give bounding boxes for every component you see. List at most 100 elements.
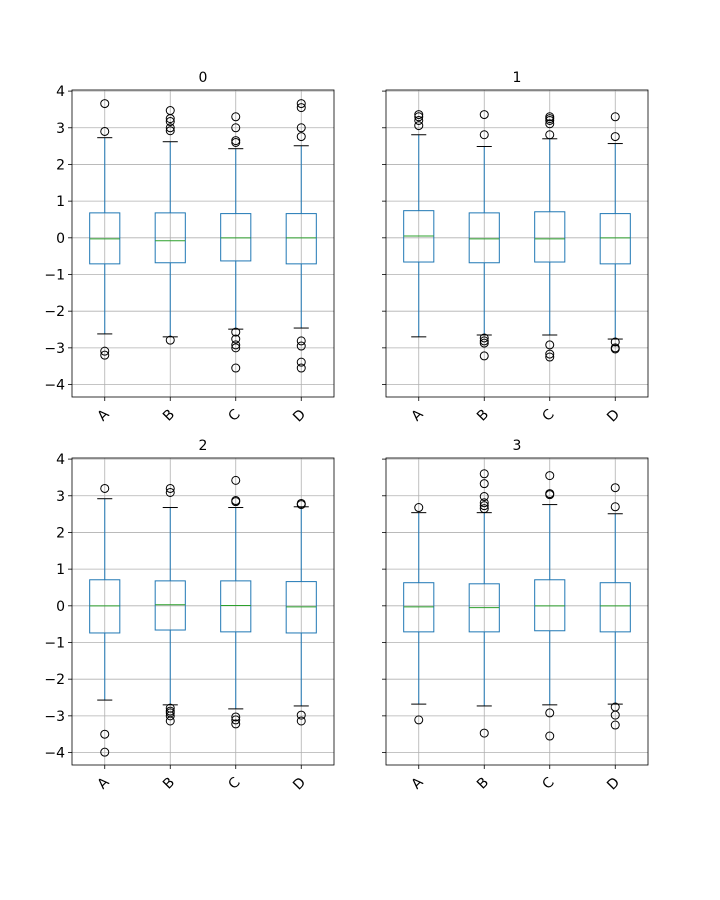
outlier-point	[545, 708, 555, 718]
outlier-point	[231, 340, 241, 350]
outlier-point	[296, 710, 306, 720]
outlier-point	[545, 115, 555, 125]
outlier-point	[610, 337, 620, 347]
x-tick-label: C	[539, 406, 557, 424]
outlier-point	[165, 123, 175, 133]
box-C	[534, 471, 566, 741]
outlier-point	[610, 112, 620, 122]
y-tick-label: −1	[44, 635, 65, 651]
outlier-point	[545, 119, 555, 129]
outlier-point	[296, 103, 306, 113]
y-tick-label: −2	[44, 672, 65, 688]
box-C	[220, 112, 252, 373]
y-tick-label: 2	[56, 525, 65, 541]
box-B	[468, 469, 500, 738]
iqr-box	[468, 212, 500, 264]
outlier-point	[296, 341, 306, 351]
subplot-title: 2	[199, 438, 208, 454]
outlier-point	[479, 504, 489, 514]
outlier-point	[231, 137, 241, 147]
outlier-point	[100, 350, 110, 360]
y-tick-label: 2	[56, 157, 65, 173]
x-tick-label: D	[604, 775, 623, 794]
axes-frame	[71, 89, 335, 398]
outlier-point	[479, 492, 489, 502]
y-tick-label: −4	[44, 746, 65, 762]
iqr-box	[220, 213, 252, 262]
outlier-point	[100, 729, 110, 739]
y-tick-label: 0	[56, 231, 65, 247]
subplot-title: 0	[199, 70, 208, 86]
x-tick-label: C	[225, 774, 243, 792]
outlier-point	[610, 710, 620, 720]
box-D	[285, 498, 317, 726]
y-tick-label: 4	[56, 452, 65, 468]
outlier-point	[100, 483, 110, 493]
y-tick-label: −4	[44, 378, 65, 394]
iqr-box	[534, 211, 566, 263]
outlier-point	[479, 130, 489, 140]
outlier-point	[545, 340, 555, 350]
y-tick-label: 0	[56, 599, 65, 615]
outlier-point	[165, 114, 175, 124]
outlier-point	[231, 123, 241, 133]
outlier-point	[479, 501, 489, 511]
outlier-point	[545, 490, 555, 500]
outlier-point	[296, 363, 306, 373]
box-A	[89, 99, 121, 360]
y-tick-label: 3	[56, 489, 65, 505]
outlier-point	[479, 333, 489, 343]
iqr-box	[220, 580, 252, 633]
y-tick-label: −2	[44, 304, 65, 320]
outlier-point	[231, 712, 241, 722]
iqr-box	[154, 212, 186, 264]
outlier-point	[545, 130, 555, 140]
outlier-point	[165, 335, 175, 345]
outlier-point	[296, 357, 306, 367]
outlier-point	[479, 351, 489, 361]
box-A	[89, 483, 121, 757]
x-tick-label: A	[94, 406, 112, 424]
box-D	[285, 99, 317, 373]
x-tick-label: B	[160, 775, 178, 793]
outlier-point	[610, 720, 620, 730]
iqr-box	[89, 579, 121, 634]
axes-frame	[71, 457, 335, 766]
outlier-point	[414, 715, 424, 725]
outlier-point	[231, 497, 241, 507]
iqr-box	[534, 579, 566, 632]
y-tick-label: 1	[56, 194, 65, 210]
x-tick-label: D	[290, 775, 309, 794]
y-tick-label: −3	[44, 709, 65, 725]
outlier-point	[165, 716, 175, 726]
subplot-0: 4 3 2 1 0 −1 −2 −3 −4 A B C D 0	[44, 70, 335, 425]
x-tick-label: B	[474, 775, 492, 793]
x-tick-label: A	[408, 406, 426, 424]
box-A	[403, 110, 435, 338]
box-B	[154, 483, 186, 726]
outlier-point	[231, 363, 241, 373]
outlier-point	[545, 471, 555, 481]
outlier-point	[414, 110, 424, 120]
subplot-title: 3	[513, 438, 522, 454]
x-tick-label: B	[474, 407, 492, 425]
outlier-point	[296, 123, 306, 133]
box-D	[599, 483, 631, 730]
outlier-point	[296, 500, 306, 510]
box-B	[468, 110, 500, 361]
iqr-box	[154, 580, 186, 631]
axes-frame	[385, 457, 649, 766]
outlier-point	[231, 715, 241, 725]
outlier-point	[610, 344, 620, 354]
outlier-point	[296, 99, 306, 109]
outlier-point	[296, 336, 306, 346]
subplot-1: A B C D 1	[382, 70, 649, 426]
outlier-point	[479, 336, 489, 346]
outlier-point	[545, 731, 555, 741]
x-tick-label: A	[408, 774, 426, 792]
y-tick-label: 1	[56, 562, 65, 578]
x-tick-label: D	[604, 407, 623, 426]
x-tick-label: A	[94, 774, 112, 792]
outlier-point	[231, 719, 241, 729]
